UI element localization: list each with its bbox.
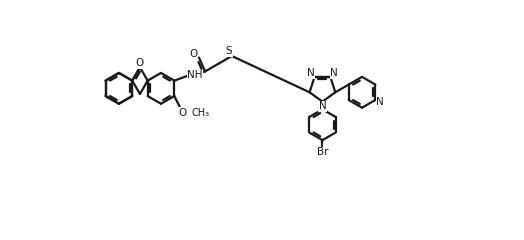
Text: O: O bbox=[178, 108, 186, 118]
Text: NH: NH bbox=[188, 70, 203, 80]
Text: Br: Br bbox=[316, 147, 328, 157]
Text: CH₃: CH₃ bbox=[191, 108, 210, 118]
Text: N: N bbox=[331, 68, 338, 78]
Text: O: O bbox=[136, 59, 144, 68]
Text: S: S bbox=[225, 46, 232, 56]
Text: N: N bbox=[307, 68, 314, 78]
Text: O: O bbox=[190, 49, 198, 59]
Text: N: N bbox=[376, 97, 384, 107]
Text: N: N bbox=[319, 101, 326, 111]
